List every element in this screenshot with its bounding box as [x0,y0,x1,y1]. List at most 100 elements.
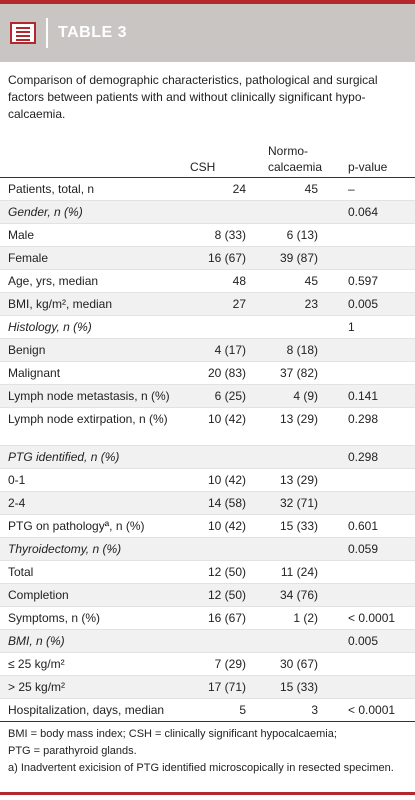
row-label: Patients, total, n [8,182,95,196]
row-label: Completion [8,588,69,602]
table-row: BMI, kg/m², median 27 23 0.005 [0,292,415,316]
table-header-row: CSH Normo-calcaemia p-value [0,135,415,178]
row-label: PTG on pathologyª, n (%) [8,519,145,533]
table-row: BMI, n (%) 0.005 [0,629,415,653]
column-header-normocalcaemia: Normo-calcaemia [268,144,323,174]
cell-csh: 10 (42) [207,519,246,533]
row-label: PTG identified, n (%) [8,450,120,464]
cell-csh: 17 (71) [207,680,246,694]
cell-normocalcaemia: 4 (9) [293,389,318,403]
cell-pvalue [340,653,415,676]
data-table: CSH Normo-calcaemia p-value Patients, to… [0,135,415,722]
table-list-icon [10,22,36,44]
footnote-abbrev-2: PTG = parathyroid glands. [8,745,137,757]
row-label: Thyroidectomy, n (%) [8,542,122,556]
row-label: BMI, n (%) [8,634,65,648]
table-header-bar: TABLE 3 [0,4,415,62]
table-row: Benign 4 (17) 8 (18) [0,338,415,362]
cell-pvalue: 0.059 [348,542,379,556]
table-label: TABLE 3 [58,24,127,41]
cell-csh: 7 (29) [214,657,246,671]
cell-normocalcaemia: 30 (67) [279,657,318,671]
cell-pvalue: – [348,182,355,196]
cell-csh: 16 (67) [207,611,246,625]
cell-normocalcaemia: 15 (33) [279,519,318,533]
cell-pvalue: 0.601 [348,519,379,533]
cell-csh: 27 [232,297,246,311]
table-row: Lymph node metastasis, n (%) 6 (25) 4 (9) 0… [0,384,415,408]
cell-pvalue [340,339,415,362]
table-caption: Comparison of demographic characteristic… [8,73,378,121]
table-row: Gender, n (%) 0.064 [0,200,415,224]
cell-pvalue [340,561,415,584]
cell-csh: 24 [232,182,246,196]
cell-csh: 5 [239,703,246,717]
cell-normocalcaemia: 3 [311,703,318,717]
cell-normocalcaemia: 45 [304,182,318,196]
row-label: Lymph node extirpation, n (%) [8,412,168,426]
cell-pvalue [340,224,415,247]
column-header-csh: CSH [190,160,216,174]
row-label: Gender, n (%) [8,205,83,219]
cell-pvalue: 0.064 [348,205,379,219]
cell-normocalcaemia [260,201,340,224]
cell-csh: 10 (42) [207,473,246,487]
cell-csh: 48 [232,274,246,288]
cell-pvalue: 1 [348,320,355,334]
cell-csh: 12 (50) [207,565,246,579]
table-row: Female 16 (67) 39 (87) [0,246,415,270]
bottom-accent-bar [0,792,415,795]
row-label: 0-1 [8,473,26,487]
cell-normocalcaemia: 1 (2) [293,611,318,625]
column-header-label [0,135,182,178]
row-label: Malignant [8,366,61,380]
row-label: > 25 kg/m² [8,680,66,694]
cell-csh [182,630,260,653]
table-row: 0-1 10 (42) 13 (29) [0,469,415,492]
cell-normocalcaemia: 32 (71) [279,496,318,510]
cell-pvalue: < 0.0001 [348,611,396,625]
cell-normocalcaemia [260,538,340,561]
cell-normocalcaemia: 39 (87) [279,251,318,265]
cell-normocalcaemia: 15 (33) [279,680,318,694]
row-label: Male [8,228,35,242]
row-label: Age, yrs, median [8,274,99,288]
row-label: Female [8,251,49,265]
table-row: Age, yrs, median 48 45 0.597 [0,270,415,293]
cell-normocalcaemia: 13 (29) [279,412,318,426]
row-label: Benign [8,343,46,357]
table-row: Patients, total, n 24 45 – [0,178,415,201]
row-label: Histology, n (%) [8,320,92,334]
cell-pvalue: 0.141 [348,389,379,403]
cell-csh: 20 (83) [207,366,246,380]
row-label: Symptoms, n (%) [8,611,101,625]
footnote-abbrev-1: BMI = body mass index; CSH = clinically … [8,728,337,740]
cell-pvalue [340,676,415,699]
cell-pvalue: 0.298 [348,450,379,464]
cell-csh: 14 (58) [207,496,246,510]
table-row: Total 12 (50) 11 (24) [0,561,415,584]
table-row: Lymph node extirpation, n (%) 10 (42) 13 (… [0,408,415,446]
cell-pvalue [340,584,415,607]
row-label: Lymph node metastasis, n (%) [8,389,170,403]
cell-csh [182,538,260,561]
table-footnotes: BMI = body mass index; CSH = clinically … [8,726,408,777]
row-label: 2-4 [8,496,26,510]
cell-normocalcaemia [260,446,340,469]
table-row: Hospitalization, days, median 5 3 < 0.0001 [0,699,415,722]
cell-normocalcaemia [260,630,340,653]
column-header-pvalue: p-value [348,160,388,174]
cell-normocalcaemia: 34 (76) [279,588,318,602]
table-row: ≤ 25 kg/m² 7 (29) 30 (67) [0,653,415,676]
footnote-a: a) Inadvertent exicision of PTG identifi… [8,762,394,774]
cell-csh [182,446,260,469]
cell-normocalcaemia [260,316,340,339]
cell-normocalcaemia: 45 [304,274,318,288]
cell-pvalue [340,247,415,270]
table-row: PTG on pathologyª, n (%) 10 (42) 15 (33) 0.… [0,515,415,538]
table-row: 2-4 14 (58) 32 (71) [0,491,415,515]
table-row: Symptoms, n (%) 16 (67) 1 (2) < 0.0001 [0,607,415,630]
row-label: ≤ 25 kg/m² [8,657,65,671]
cell-normocalcaemia: 37 (82) [279,366,318,380]
row-label: Total [8,565,34,579]
